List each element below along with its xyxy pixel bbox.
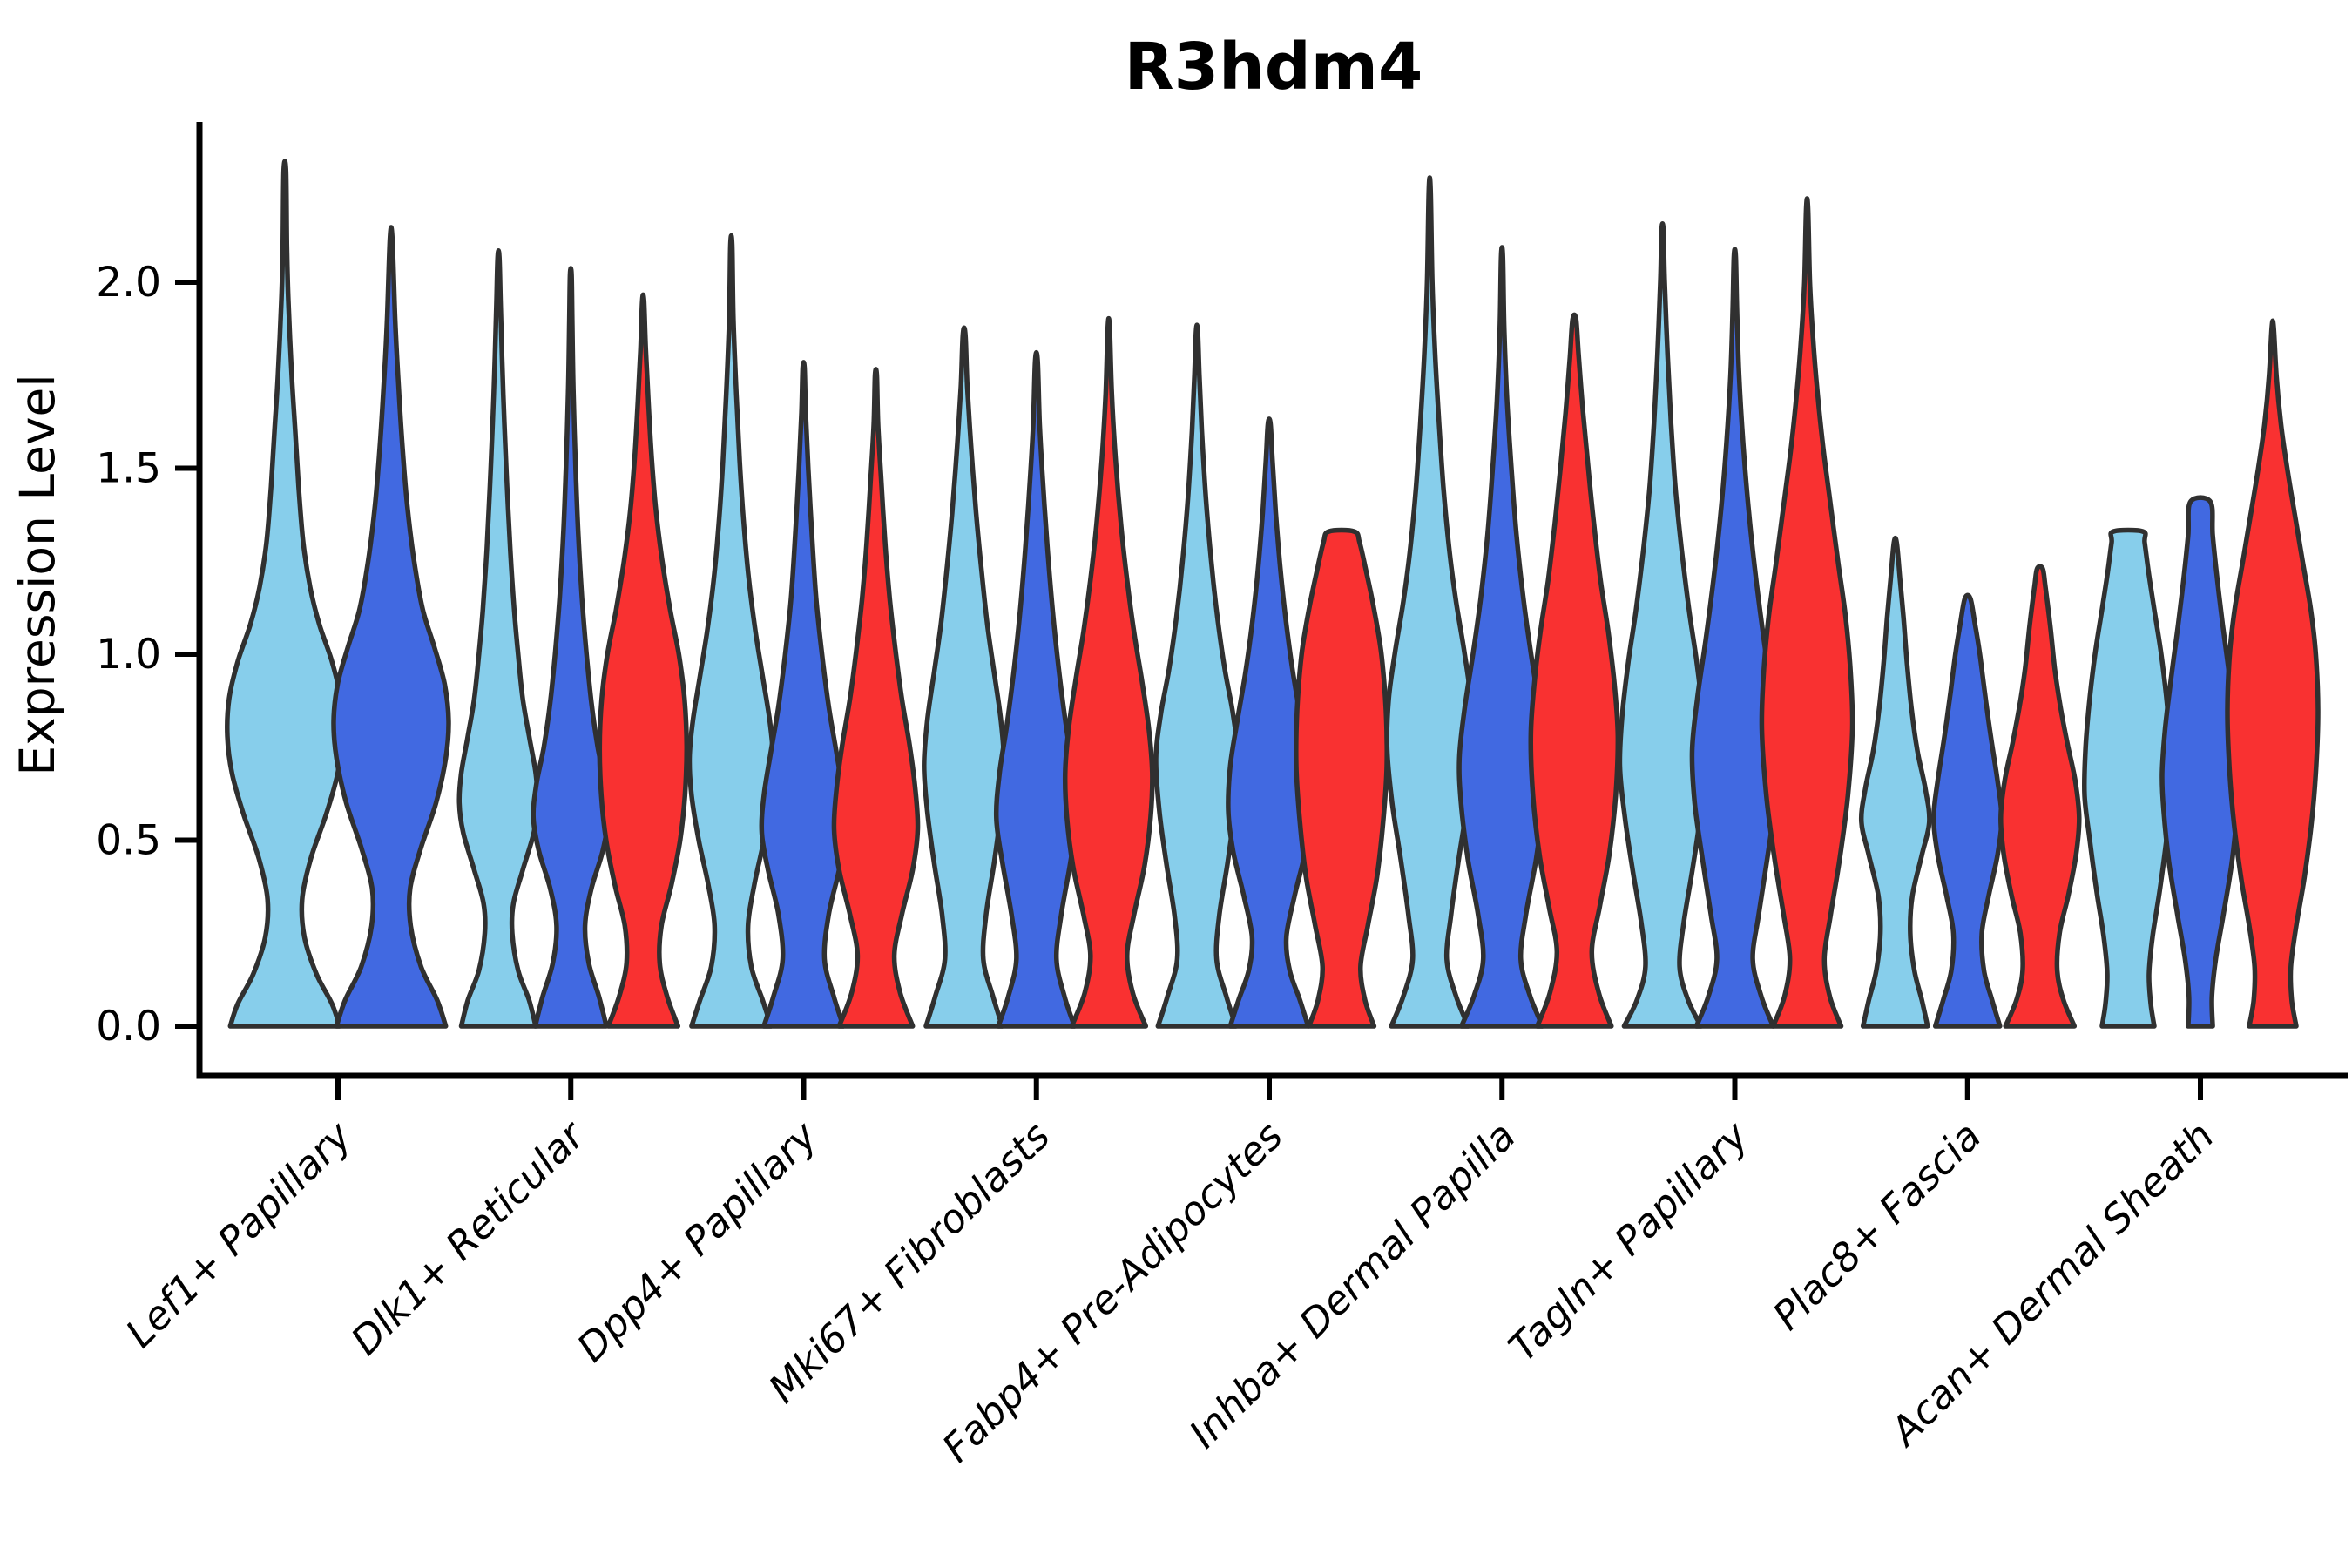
- y-axis-label: Expression Level: [10, 374, 65, 775]
- violin-4-red: [1294, 527, 1389, 1029]
- violin-3-light_blue: [922, 325, 1007, 1029]
- violin-2-dark_blue: [759, 360, 848, 1029]
- violin-6-light_blue: [1617, 221, 1708, 1029]
- violin-7-dark_blue: [1931, 592, 2004, 1029]
- x-tick-label-3: Dpp4+ Papillary: [568, 1112, 827, 1370]
- y-tick-label: 1.5: [96, 445, 161, 493]
- violin-5-red: [1528, 312, 1621, 1029]
- violin-4-light_blue: [1153, 322, 1240, 1029]
- violin-8-red: [2225, 318, 2321, 1029]
- x-tick-label-2: Dlk1+ Reticular: [342, 1112, 595, 1364]
- violin-0-light_blue: [225, 159, 345, 1029]
- violin-0-dark_blue: [331, 225, 451, 1029]
- violin-8-dark_blue: [2159, 495, 2241, 1029]
- violin-7-light_blue: [1858, 535, 1932, 1029]
- violin-5-dark_blue: [1456, 245, 1548, 1029]
- violin-6-red: [1759, 196, 1855, 1029]
- violin-3-dark_blue: [993, 349, 1079, 1029]
- y-tick-label: 1.0: [96, 631, 161, 679]
- violin-3-red: [1062, 315, 1155, 1029]
- violin-2-red: [831, 367, 921, 1029]
- violin-1-red: [597, 292, 690, 1029]
- violin-1-light_blue: [456, 247, 541, 1029]
- violin-layer: [225, 159, 2321, 1029]
- chart-title: R3hdm4: [1125, 30, 1423, 105]
- y-tick-label: 0.5: [96, 817, 161, 865]
- violin-8-light_blue: [2081, 527, 2175, 1029]
- violin-2-light_blue: [686, 233, 776, 1029]
- y-tick-label: 2.0: [96, 259, 161, 307]
- x-tick-label-1: Lef1+ Papillary: [117, 1112, 362, 1356]
- x-tick-label-7: Tagln+ Papillary: [1499, 1112, 1758, 1370]
- violin-1-dark_blue: [531, 266, 612, 1029]
- y-tick-label: 0.0: [96, 1003, 161, 1051]
- violin-7-red: [1998, 564, 2082, 1029]
- x-tick-label-8: Plac8+ Fascia: [1764, 1112, 1990, 1339]
- violin-5-light_blue: [1384, 175, 1476, 1029]
